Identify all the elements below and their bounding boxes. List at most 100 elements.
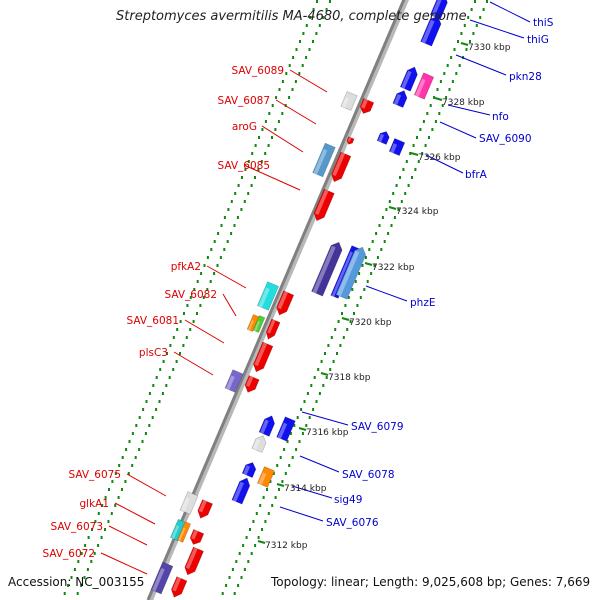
forward-gene[interactable] <box>264 318 281 341</box>
reverse-gene[interactable] <box>311 240 345 297</box>
gene-label-forward[interactable]: SAV_6089 <box>231 65 284 77</box>
gene-label-reverse[interactable]: sig49 <box>334 494 362 506</box>
gene-label-reverse[interactable]: bfrA <box>465 169 488 181</box>
reverse-gene[interactable] <box>335 245 368 300</box>
guide-dot <box>199 304 202 307</box>
gene-shape[interactable] <box>311 240 345 297</box>
gene-shape[interactable] <box>399 65 420 92</box>
gene-highlight <box>259 419 269 434</box>
reverse-gene[interactable] <box>399 65 420 92</box>
gene-shape[interactable] <box>258 414 277 437</box>
gene-shape[interactable] <box>329 151 352 184</box>
reverse-gene[interactable] <box>429 0 450 20</box>
gene-label-forward[interactable]: SAV_6082 <box>164 289 217 301</box>
gene-shape[interactable] <box>224 369 244 393</box>
gene-label-reverse[interactable]: SAV_6079 <box>351 421 404 433</box>
gene-label-forward[interactable]: SAV_6087 <box>217 95 270 107</box>
forward-gene[interactable] <box>252 315 266 333</box>
forward-gene[interactable] <box>195 499 213 521</box>
gene-shape[interactable] <box>179 491 199 515</box>
reverse-gene[interactable] <box>413 72 435 100</box>
gene-label-reverse[interactable]: SAV_6090 <box>479 133 532 145</box>
gene-label-forward[interactable]: plsC3 <box>139 347 168 359</box>
gene-shape[interactable] <box>169 576 188 600</box>
gene-shape[interactable] <box>358 98 375 115</box>
gene-shape[interactable] <box>392 88 409 108</box>
gene-shape[interactable] <box>420 14 444 47</box>
guide-dot <box>262 496 265 499</box>
gene-label-reverse[interactable]: SAV_6078 <box>342 469 395 481</box>
reverse-gene[interactable] <box>241 460 258 478</box>
gene-label-forward[interactable]: SAV_6081 <box>126 315 179 327</box>
gene-label-forward[interactable]: SAV_6075 <box>68 469 121 481</box>
gene-shape[interactable] <box>257 466 275 488</box>
forward-gene[interactable] <box>176 521 192 543</box>
reverse-gene[interactable] <box>276 416 296 442</box>
forward-gene[interactable] <box>188 529 205 546</box>
gene-shape[interactable] <box>182 546 204 577</box>
gene-shape[interactable] <box>257 281 279 311</box>
forward-gene[interactable] <box>346 136 355 146</box>
forward-gene[interactable] <box>312 142 336 178</box>
forward-gene[interactable] <box>150 561 174 595</box>
gene-shape[interactable] <box>276 416 296 442</box>
gene-label-reverse[interactable]: SAV_6076 <box>326 517 379 529</box>
forward-gene[interactable] <box>243 375 260 394</box>
gene-shape[interactable] <box>195 499 213 521</box>
gene-shape[interactable] <box>335 245 368 300</box>
gene-shape[interactable] <box>188 529 205 546</box>
gene-shape[interactable] <box>231 476 252 505</box>
reverse-gene[interactable] <box>257 466 275 488</box>
gene-shape[interactable] <box>252 315 266 333</box>
forward-gene[interactable] <box>169 576 188 600</box>
gene-shape[interactable] <box>376 130 391 145</box>
forward-gene[interactable] <box>340 91 358 111</box>
gene-label-forward[interactable]: SAV_6085 <box>217 160 270 172</box>
gene-label-forward[interactable]: pfkA2 <box>171 261 201 273</box>
gene-shape[interactable] <box>176 521 192 543</box>
reverse-gene[interactable] <box>258 414 277 437</box>
forward-gene[interactable] <box>257 281 279 311</box>
reverse-gene[interactable] <box>388 138 406 156</box>
forward-gene[interactable] <box>312 188 335 223</box>
gene-shape[interactable] <box>251 433 268 453</box>
gene-label-reverse[interactable]: thiS <box>533 17 554 29</box>
gene-shape[interactable] <box>264 318 281 341</box>
reverse-gene[interactable] <box>231 476 252 505</box>
gene-label-forward[interactable]: SAV_6073 <box>50 521 103 533</box>
gene-shape[interactable] <box>340 91 358 111</box>
guide-dot <box>242 544 245 547</box>
gene-shape[interactable] <box>312 188 335 223</box>
forward-gene[interactable] <box>224 369 244 393</box>
gene-shape[interactable] <box>243 375 260 394</box>
forward-gene[interactable] <box>358 98 375 115</box>
gene-label-forward[interactable]: glkA1 <box>79 498 109 510</box>
reverse-gene[interactable] <box>420 14 444 47</box>
forward-gene[interactable] <box>179 491 199 515</box>
gene-highlight <box>415 78 426 97</box>
gene-shape[interactable] <box>388 138 406 156</box>
gene-shape[interactable] <box>312 142 336 178</box>
guide-dot <box>228 576 231 579</box>
gene-shape[interactable] <box>346 136 355 146</box>
gene-label-reverse[interactable]: thiG <box>527 34 549 46</box>
forward-gene[interactable] <box>329 151 352 184</box>
guide-dot <box>288 96 291 99</box>
gene-label-forward[interactable]: SAV_6072 <box>42 548 95 560</box>
forward-gene[interactable] <box>274 290 295 317</box>
gene-shape[interactable] <box>413 72 435 100</box>
gene-shape[interactable] <box>150 561 174 595</box>
gene-shape[interactable] <box>241 460 258 478</box>
forward-gene[interactable] <box>182 546 204 577</box>
gene-shape[interactable] <box>251 341 274 374</box>
gene-label-reverse[interactable]: phzE <box>410 297 435 309</box>
gene-shape[interactable] <box>429 0 450 20</box>
reverse-gene[interactable] <box>392 88 409 108</box>
gene-label-reverse[interactable]: nfo <box>492 111 509 123</box>
forward-gene[interactable] <box>251 341 274 374</box>
reverse-gene[interactable] <box>251 433 268 453</box>
gene-label-forward[interactable]: aroG <box>232 121 257 133</box>
gene-shape[interactable] <box>274 290 295 317</box>
gene-label-reverse[interactable]: pkn28 <box>509 71 542 83</box>
reverse-gene[interactable] <box>376 130 391 145</box>
